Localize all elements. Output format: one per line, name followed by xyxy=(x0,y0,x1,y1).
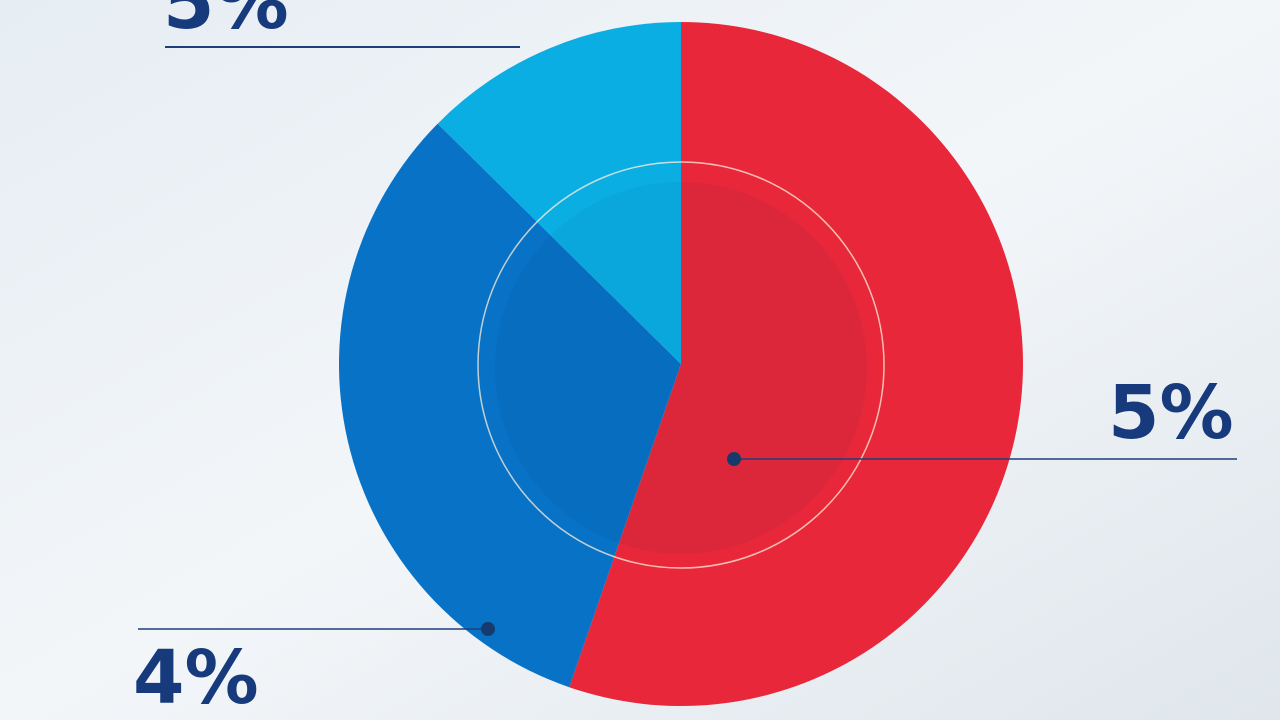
inner-shade xyxy=(495,182,867,554)
leader-dot xyxy=(481,622,495,636)
annotation: 4% xyxy=(133,635,259,720)
annotation: 5% xyxy=(1108,370,1234,456)
pie-slice xyxy=(437,22,681,364)
inner-ring xyxy=(477,161,885,569)
annotation: 5% xyxy=(163,0,289,46)
leader-dot xyxy=(727,452,741,466)
pie-slice xyxy=(569,22,1023,706)
pie-slice xyxy=(339,123,681,688)
pie xyxy=(339,22,1023,706)
